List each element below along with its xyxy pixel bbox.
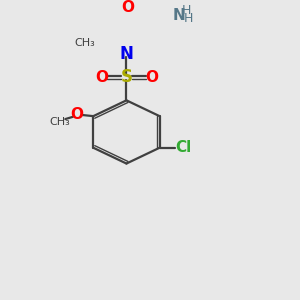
Text: H: H [184,12,193,26]
Text: CH₃: CH₃ [75,38,95,48]
Text: O: O [145,70,158,85]
Text: O: O [95,70,108,85]
Text: O: O [122,1,134,16]
Text: S: S [120,68,132,86]
Text: N: N [173,8,186,23]
Text: O: O [70,107,84,122]
Text: Cl: Cl [175,140,191,155]
Text: H: H [182,4,191,17]
Text: N: N [119,45,134,63]
Text: CH₃: CH₃ [49,117,70,127]
